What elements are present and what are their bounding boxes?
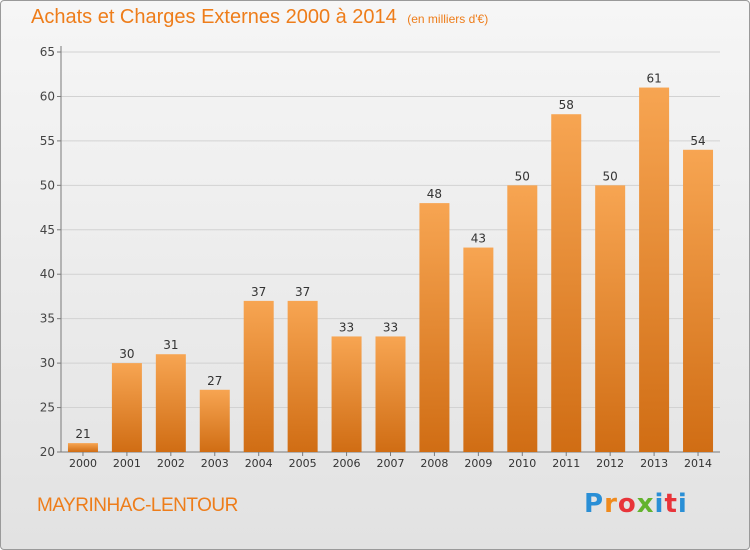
bar-value-label: 37 [295, 285, 310, 299]
commune-name: MAYRINHAC-LENTOUR [37, 495, 238, 516]
bar-value-label: 21 [75, 427, 90, 441]
bar-2008 [419, 203, 450, 452]
bar-2011 [551, 114, 582, 452]
chart-title-block: Achats et Charges Externes 2000 à 2014 (… [31, 6, 488, 29]
labels: 21 30 31 27 37 37 33 33 48 43 50 58 50 61 54 [75, 72, 705, 442]
bar-2001 [111, 363, 142, 452]
x-tick-label: 2009 [464, 457, 492, 470]
logo-letter: o [617, 489, 637, 519]
bar-value-label: 33 [383, 320, 398, 334]
x-tick-label: 2010 [508, 457, 536, 470]
y-tick-label: 25 [40, 401, 55, 415]
bar-2012 [595, 185, 626, 453]
x-tick-label: 2012 [596, 457, 624, 470]
x-tick-label: 2004 [245, 457, 273, 470]
y-tick-label: 40 [40, 267, 55, 281]
logo-letter: i [677, 489, 688, 519]
bar-2005 [287, 300, 318, 452]
x-tick-label: 2011 [552, 457, 580, 470]
bar-value-label: 50 [515, 169, 530, 183]
logo-letter: P [584, 489, 605, 519]
bar-value-label: 48 [427, 187, 442, 201]
bars [67, 87, 714, 453]
y-tick-label: 50 [40, 178, 55, 192]
x-tick-label: 2007 [377, 457, 405, 470]
proxiti-logo: Proxiti [584, 489, 688, 519]
x-tick-label: 2008 [420, 457, 448, 470]
x-tick-label: 2001 [113, 457, 141, 470]
x-tick-label: 2013 [640, 457, 668, 470]
logo-letter: i [654, 489, 665, 519]
chart-title: Achats et Charges Externes 2000 à 2014 [31, 6, 397, 28]
x-tick-label: 2000 [69, 457, 97, 470]
bar-2002 [155, 354, 186, 452]
bar-value-label: 54 [690, 134, 705, 148]
bar-2013 [639, 87, 670, 453]
logo-letter: x [636, 489, 655, 519]
logo-letter: r [604, 489, 618, 519]
bar-2006 [331, 336, 362, 452]
bar-2000 [67, 443, 98, 452]
x-tick-label: 2014 [684, 457, 712, 470]
y-tick-label: 30 [40, 356, 55, 370]
x-tick-label: 2005 [289, 457, 317, 470]
bar-2010 [507, 185, 538, 453]
y-tick-label: 45 [40, 223, 55, 237]
x-tick-label: 2006 [333, 457, 361, 470]
bar-2009 [463, 247, 494, 452]
bar-2014 [683, 149, 714, 452]
logo-letter: t [664, 489, 678, 519]
y-tick-label: 65 [40, 45, 55, 59]
bar-value-label: 33 [339, 320, 354, 334]
bar-value-label: 30 [119, 347, 134, 361]
y-tick-label: 60 [40, 89, 55, 103]
bar-2003 [199, 389, 230, 452]
bar-2007 [375, 336, 406, 452]
y-tick-label: 20 [40, 445, 55, 459]
chart-unit: (en milliers d'€) [407, 12, 489, 26]
x-tick-label: 2003 [201, 457, 229, 470]
y-tick-label: 55 [40, 134, 55, 148]
bar-value-label: 31 [163, 338, 178, 352]
bar-2004 [243, 300, 274, 452]
bar-value-label: 27 [207, 374, 222, 388]
y-tick-label: 35 [40, 312, 55, 326]
bar-value-label: 43 [471, 232, 486, 246]
x-tick-label: 2002 [157, 457, 185, 470]
bar-value-label: 58 [559, 98, 574, 112]
bar-value-label: 61 [646, 72, 661, 86]
bar-value-label: 37 [251, 285, 266, 299]
bar-value-label: 50 [603, 169, 618, 183]
